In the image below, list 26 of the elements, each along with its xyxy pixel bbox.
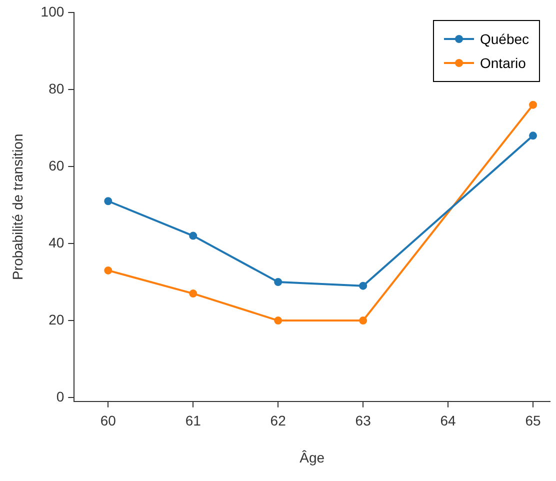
x-axis-title: Âge (300, 449, 325, 466)
x-tick-label: 63 (355, 412, 372, 429)
point (104, 197, 112, 206)
y-tick-label: 60 (48, 157, 64, 174)
legend-label: Québec (480, 31, 530, 48)
x-tick-label: 64 (440, 412, 456, 429)
point (104, 266, 112, 274)
point (529, 132, 538, 140)
point (189, 232, 198, 240)
x-tick-label: 65 (525, 412, 542, 429)
legend-label: Ontario (480, 55, 526, 72)
y-tick-label: 0 (56, 388, 64, 404)
point (274, 278, 282, 286)
point (189, 290, 198, 298)
y-axis-title: Probabilité de transition (9, 134, 26, 280)
y-tick-label: 40 (48, 234, 64, 250)
y-tick-label: 80 (48, 80, 64, 96)
y-tick-label: 20 (48, 311, 64, 328)
x-tick-label: 62 (270, 412, 286, 429)
y-tick-label: 100 (40, 3, 64, 20)
point (359, 316, 368, 325)
x-tick-label: 61 (185, 412, 202, 429)
point (274, 316, 282, 325)
point (359, 282, 368, 290)
point (529, 100, 538, 109)
x-tick-label: 60 (100, 412, 116, 429)
